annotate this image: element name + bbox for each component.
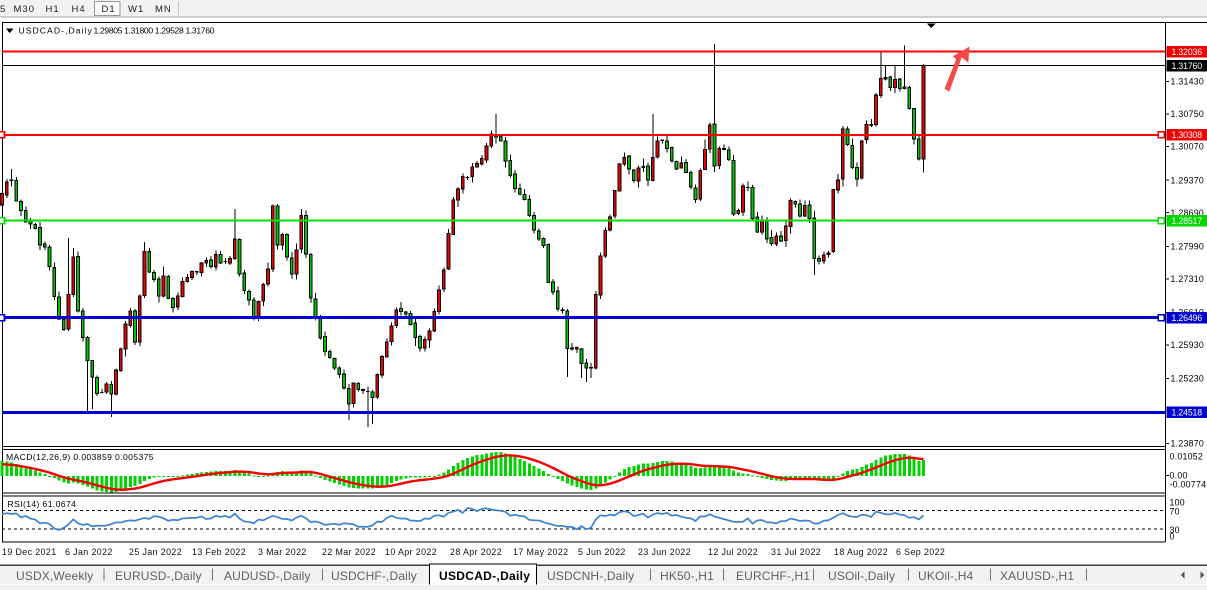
svg-text:5: 5 [0,4,6,15]
svg-text:1.30750: 1.30750 [1171,109,1205,119]
svg-text:MN: MN [155,4,172,15]
svg-text:22 Mar 2022: 22 Mar 2022 [322,547,376,557]
svg-text:12 Jul 2022: 12 Jul 2022 [708,547,758,557]
svg-text:6 Jan 2022: 6 Jan 2022 [65,547,113,557]
svg-text:13 Feb 2022: 13 Feb 2022 [192,547,246,557]
svg-text:D1: D1 [102,4,116,15]
svg-text:0: 0 [1170,532,1175,542]
svg-text:1.23870: 1.23870 [1171,439,1205,449]
svg-text:5 Jun 2022: 5 Jun 2022 [578,547,626,557]
svg-text:MACD(12,26,9) 0.003859 0.00537: MACD(12,26,9) 0.003859 0.005375 [6,452,154,462]
svg-text:USDCAD-,Daily: USDCAD-,Daily [439,569,530,583]
svg-text:1.29805 1.31800 1.29528 1.3176: 1.29805 1.31800 1.29528 1.31760 [94,26,215,36]
svg-text:1.27990: 1.27990 [1171,241,1205,251]
svg-text:M30: M30 [14,4,35,15]
svg-text:UKOil-,H4: UKOil-,H4 [918,569,974,583]
svg-text:19 Dec 2021: 19 Dec 2021 [2,547,57,557]
svg-text:0.01052: 0.01052 [1170,451,1204,461]
svg-text:H4: H4 [72,4,86,15]
svg-text:1.24518: 1.24518 [1172,408,1203,418]
svg-text:1.32036: 1.32036 [1172,47,1203,57]
svg-text:28 Apr 2022: 28 Apr 2022 [450,547,502,557]
svg-text:RSI(14) 61.0674: RSI(14) 61.0674 [8,499,77,509]
svg-text:17 May 2022: 17 May 2022 [513,547,569,557]
svg-text:23 Jun 2022: 23 Jun 2022 [638,547,691,557]
svg-text:1.26496: 1.26496 [1172,313,1203,323]
svg-text:1.31760: 1.31760 [1172,61,1203,71]
svg-text:3 Mar 2022: 3 Mar 2022 [258,547,307,557]
svg-text:USDCHF-,Daily: USDCHF-,Daily [331,569,417,583]
svg-text:25 Jan 2022: 25 Jan 2022 [129,547,182,557]
svg-text:AUDUSD-,Daily: AUDUSD-,Daily [224,569,311,583]
svg-text:1.27310: 1.27310 [1171,274,1205,284]
svg-text:HK50-,H1: HK50-,H1 [660,569,714,583]
svg-text:30: 30 [1170,525,1180,535]
svg-text:0.00: 0.00 [1170,471,1188,481]
svg-text:EURUSD-,Daily: EURUSD-,Daily [115,569,202,583]
svg-text:EURCHF-,H1: EURCHF-,H1 [736,569,810,583]
svg-text:1.30070: 1.30070 [1171,142,1205,152]
svg-text:1.28690: 1.28690 [1171,208,1205,218]
svg-text:1.28517: 1.28517 [1172,216,1203,226]
svg-text:-0.00774: -0.00774 [1170,479,1207,489]
svg-text:6 Sep 2022: 6 Sep 2022 [896,547,945,557]
svg-text:1.31430: 1.31430 [1171,77,1205,87]
svg-text:XAUUSD-,H1: XAUUSD-,H1 [1000,569,1074,583]
svg-text:USDX,Weekly: USDX,Weekly [16,569,93,583]
svg-text:USOil-,Daily: USOil-,Daily [828,569,895,583]
svg-text:31 Jul 2022: 31 Jul 2022 [771,547,821,557]
svg-text:18 Aug 2022: 18 Aug 2022 [834,547,888,557]
svg-text:W1: W1 [128,4,144,15]
svg-text:1.30308: 1.30308 [1172,130,1203,140]
svg-text:1.25930: 1.25930 [1171,340,1205,350]
svg-text:10 Apr 2022: 10 Apr 2022 [385,547,437,557]
svg-text:1.29370: 1.29370 [1171,175,1205,185]
svg-text:1.25230: 1.25230 [1171,374,1205,384]
svg-text:70: 70 [1170,506,1180,516]
svg-text:H1: H1 [46,4,60,15]
svg-text:USDCNH-,Daily: USDCNH-,Daily [547,569,634,583]
svg-text:100: 100 [1170,498,1185,508]
svg-text:USDCAD-,Daily: USDCAD-,Daily [19,26,93,36]
